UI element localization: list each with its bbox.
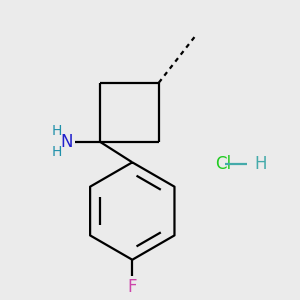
Text: H: H [52,145,62,159]
Text: H: H [255,155,267,173]
Text: H: H [52,124,62,138]
Text: F: F [128,278,137,296]
Text: N: N [61,133,73,151]
Text: Cl: Cl [215,155,231,173]
